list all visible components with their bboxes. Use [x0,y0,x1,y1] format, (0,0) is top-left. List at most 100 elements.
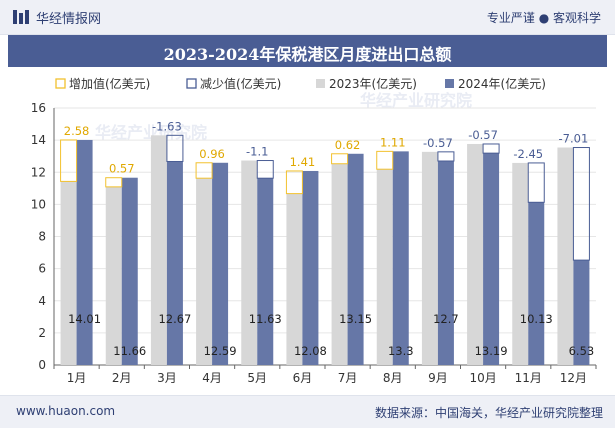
bar-2024 [212,162,229,365]
y-tick-label: 6 [38,262,46,276]
bar-2023 [512,162,529,365]
change-label: -2.45 [513,147,543,161]
x-tick-label: 7月 [338,371,358,385]
bar-2024 [392,151,409,365]
bar-2024 [121,177,138,365]
x-tick-label: 6月 [293,371,313,385]
bar-2024 [573,260,590,365]
bar-2024 [347,153,364,365]
legend-marker [186,78,197,89]
bar-2024 [166,161,183,365]
top-bar: 华经情报网 专业严谨 ● 客观科学 [0,0,615,35]
legend-marker [316,79,325,88]
value-label-2024: 13.3 [388,344,414,358]
bar-2023 [60,181,77,365]
change-label: -0.57 [423,136,453,150]
bar-2023 [241,160,258,365]
bar-2024 [483,153,500,365]
legend-label: 2023年(亿美元) [329,76,417,91]
legend-label: 减少值(亿美元) [200,76,281,91]
value-label-2024: 10.13 [520,312,553,326]
bar-2024 [302,170,319,365]
y-tick-label: 10 [31,197,46,211]
decrease-box [572,147,590,261]
value-label-2024: 11.66 [113,344,146,358]
y-tick-label: 0 [38,358,46,372]
bar-2023 [421,151,438,365]
watermark: 华经产业研究院 [95,123,207,142]
bar-2024 [437,161,454,365]
change-label: 0.96 [199,147,225,161]
change-label: -7.01 [559,132,589,146]
x-tick-label: 9月 [428,371,448,385]
decrease-box [256,160,274,179]
change-label: 0.62 [335,138,361,152]
y-tick-label: 14 [31,133,46,147]
decrease-box [482,143,500,154]
decrease-box [437,151,455,162]
bar-2023 [467,143,484,365]
bar-2024 [257,178,274,365]
decrease-box [527,162,545,203]
website-link[interactable]: www.huaon.com [16,404,116,418]
increase-box [285,170,303,195]
change-label: -1.63 [152,119,182,133]
chart: 增加值(亿美元) 减少值(亿美元) 2023年(亿美元) 2024年(亿美元)华经产业… [31,76,597,385]
bar-2023 [376,169,393,365]
bar-2024 [76,139,93,365]
title-bar: 2023-2024年保税港区月度进出口总额 [8,35,607,67]
x-tick-label: 11月 [515,371,542,385]
value-label-2024: 12.67 [158,312,191,326]
bar-2023 [331,163,348,365]
x-tick-label: 1月 [67,371,87,385]
value-label-2024: 6.53 [569,344,595,358]
value-label-2024: 13.19 [475,344,508,358]
x-tick-label: 2月 [112,371,132,385]
y-tick-label: 8 [38,230,46,244]
brand-name[interactable]: 华经情报网 [36,12,102,27]
change-label: 2.58 [64,124,90,138]
y-tick-label: 2 [38,326,46,340]
increase-box [60,139,78,182]
slogan: 专业严谨 ● 客观科学 [486,11,601,25]
x-tick-label: 3月 [157,371,177,385]
change-label: -1.1 [246,145,268,159]
y-tick-label: 12 [31,165,46,179]
x-tick-label: 4月 [202,371,222,385]
legend-marker [445,79,454,88]
value-label-2024: 11.63 [249,312,282,326]
change-label: -0.57 [468,128,498,142]
increase-box [105,177,123,188]
bar-2024 [528,202,545,365]
decrease-box [166,134,184,162]
increase-box [376,150,394,170]
value-label-2024: 12.7 [433,312,459,326]
bar-2023 [286,193,303,365]
change-label: 0.57 [109,162,135,176]
footer-bar: www.huaon.com 数据来源：中国海关，华经产业研究院整理 [0,395,615,428]
change-label: 1.41 [290,155,316,169]
bar-2023 [150,135,167,365]
bar-2023 [557,147,574,365]
legend-label: 增加值(亿美元) [69,76,150,91]
x-tick-label: 12月 [560,371,587,385]
bar-2023 [196,178,213,365]
x-tick-label: 10月 [469,371,496,385]
increase-box [331,153,349,165]
watermark: 华经产业研究院 [360,91,472,110]
bar-2023 [105,186,122,365]
x-tick-label: 8月 [383,371,403,385]
change-label: 1.11 [380,135,406,149]
increase-box [195,162,213,179]
value-label-2024: 14.01 [68,312,101,326]
value-label-2024: 12.08 [294,344,327,358]
legend-label: 2024年(亿美元) [458,76,546,91]
value-label-2024: 12.59 [204,344,237,358]
legend-marker [55,78,66,89]
brand-logo-icon [13,10,29,24]
data-source: 数据来源：中国海关，华经产业研究院整理 [374,406,603,420]
chart-title: 2023-2024年保税港区月度进出口总额 [163,45,452,64]
value-label-2024: 13.15 [339,312,372,326]
y-tick-label: 4 [38,294,46,308]
x-tick-label: 5月 [247,371,267,385]
